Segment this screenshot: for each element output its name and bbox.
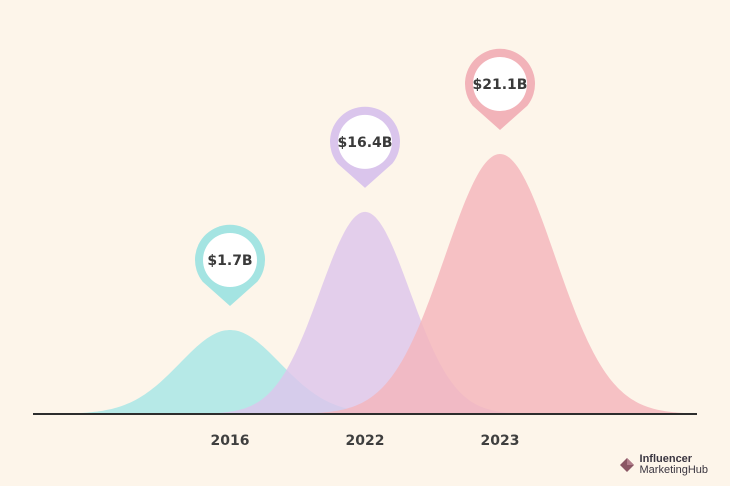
pin-inner-circle — [473, 57, 527, 111]
x-tick-label-2022: 2022 — [346, 433, 385, 449]
brand-line-2: MarketingHub — [639, 464, 708, 476]
value-pin-2022: $16.4B — [330, 106, 400, 188]
curve-2016 — [55, 330, 405, 414]
brand-mark-icon — [619, 458, 634, 472]
brand-wordmark: Influencer MarketingHub — [640, 454, 708, 476]
distribution-curves — [55, 154, 693, 414]
pin-inner-circle — [203, 233, 257, 287]
value-pins: $1.7B $16.4B $21.1B — [194, 48, 535, 306]
value-label-2016: $1.7B — [207, 253, 252, 269]
value-pin-2016: $1.7B — [194, 224, 265, 306]
value-pin-2023: $21.1B — [465, 48, 535, 130]
x-tick-label-2023: 2023 — [481, 433, 520, 449]
curve-2022 — [207, 211, 523, 414]
curve-2023 — [307, 154, 693, 414]
pin-inner-circle — [338, 114, 392, 169]
value-label-2023: $21.1B — [473, 77, 528, 93]
x-tick-label-2016: 2016 — [211, 433, 250, 449]
value-label-2022: $16.4B — [338, 135, 393, 151]
brand-line-1: Influencer — [639, 453, 693, 465]
x-axis-tick-labels: 2016 2022 2023 — [211, 433, 520, 449]
brand-logo: Influencer MarketingHub — [618, 454, 708, 476]
